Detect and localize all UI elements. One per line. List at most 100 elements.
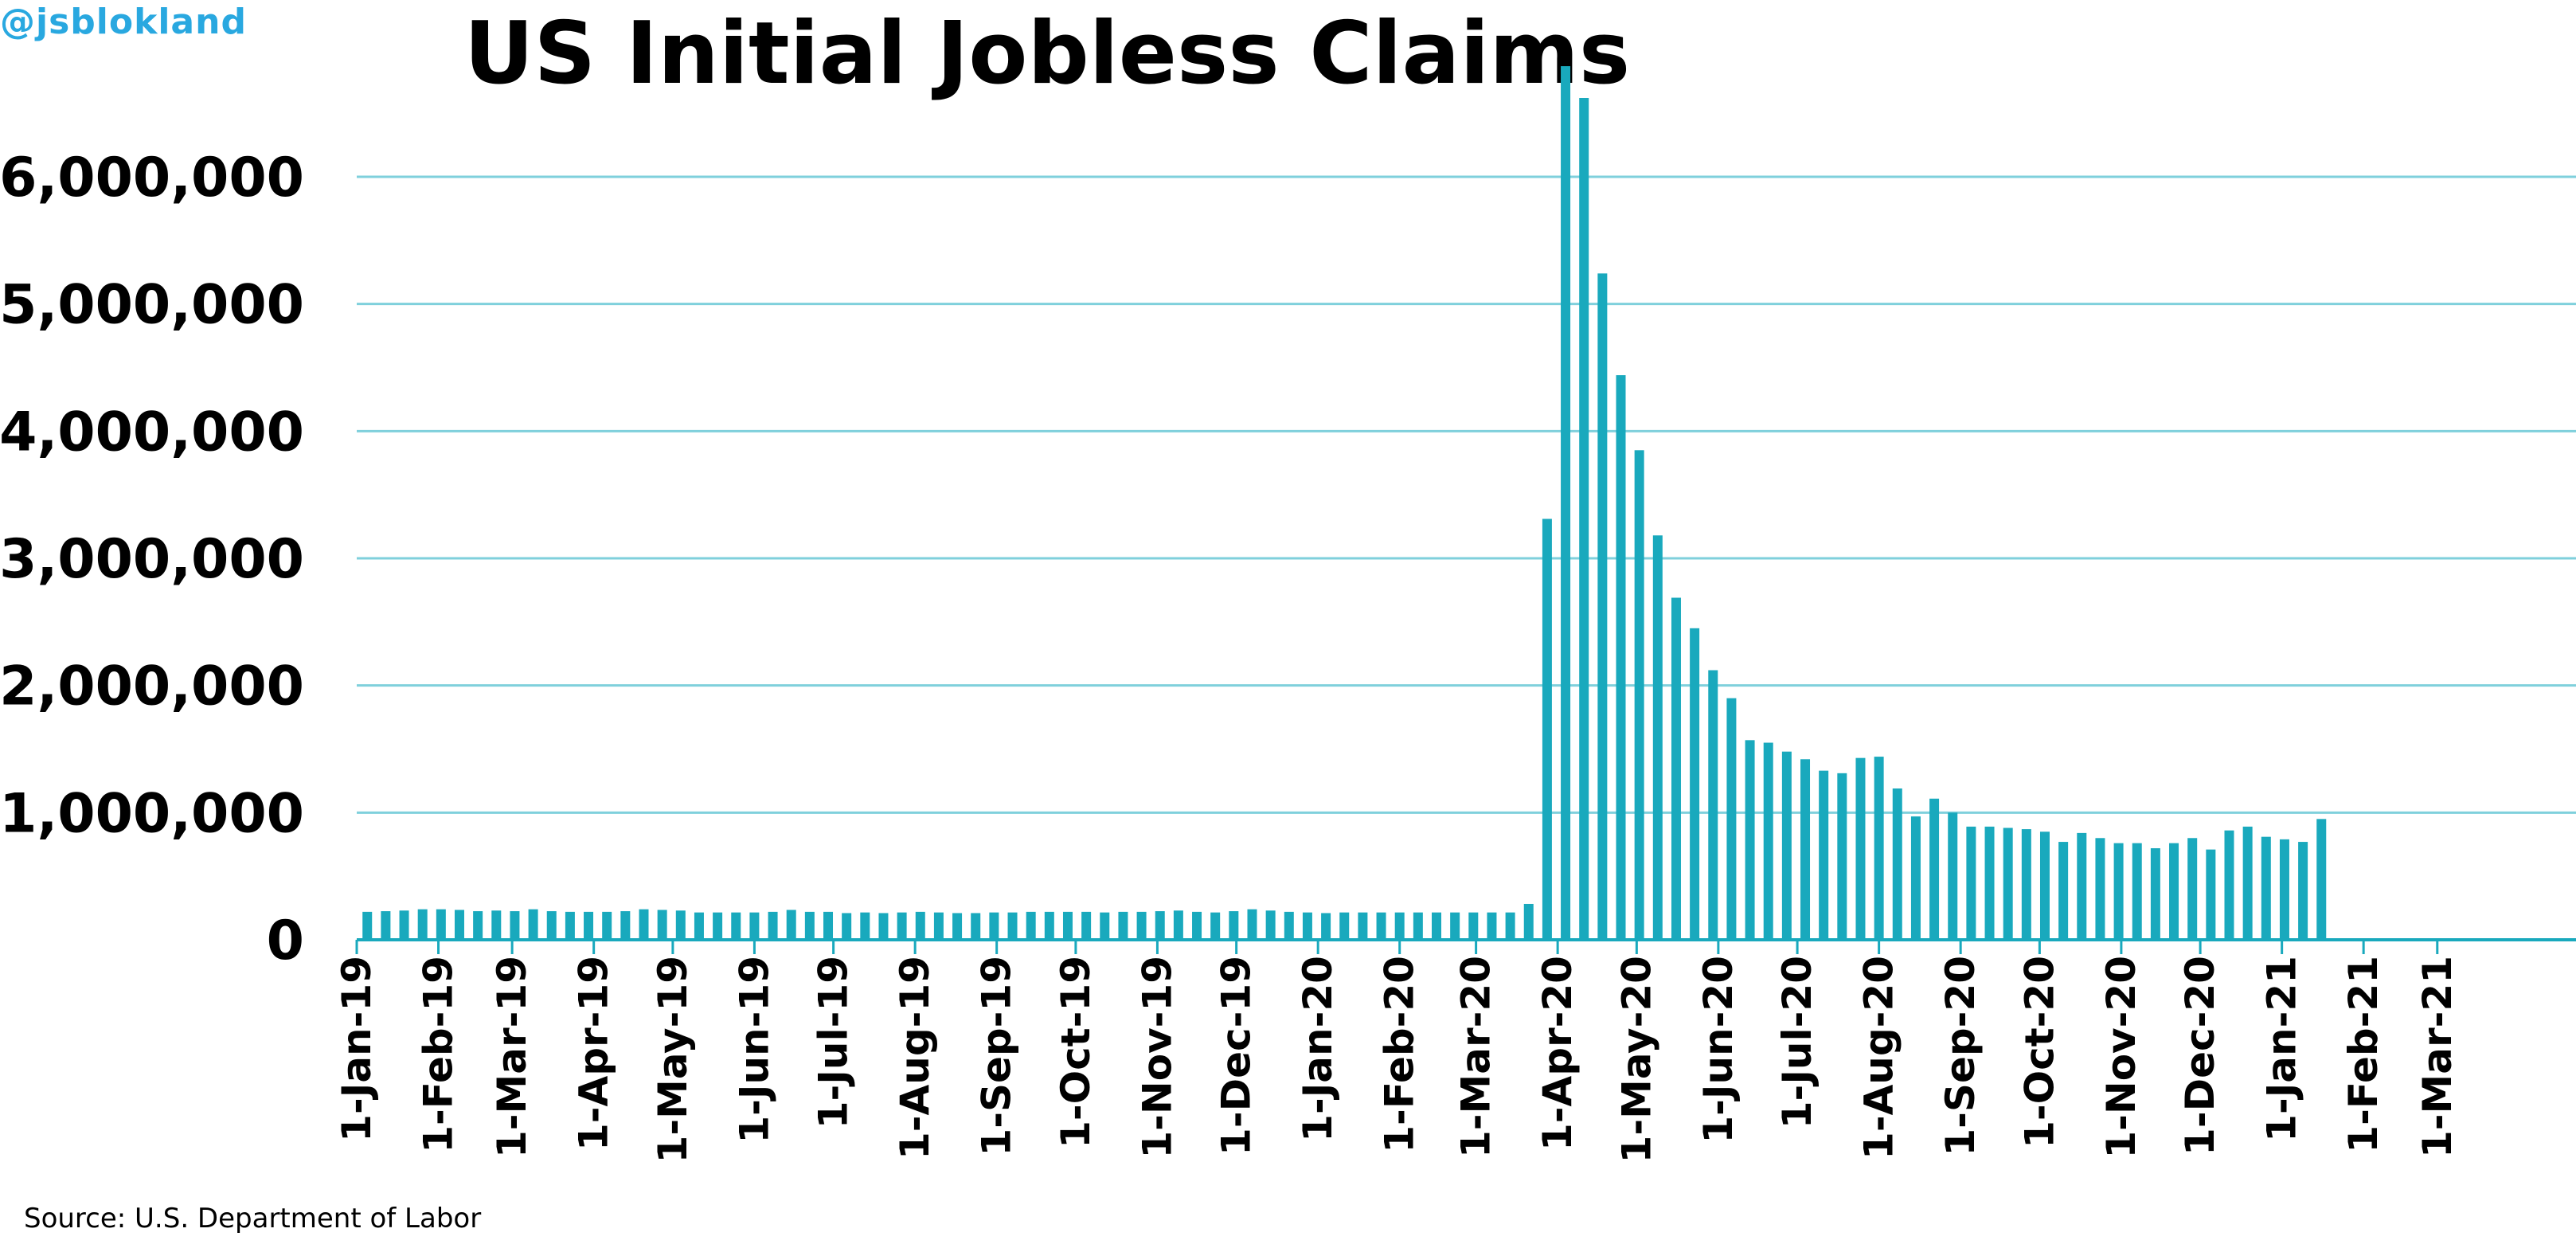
bar — [1819, 770, 1829, 940]
bar — [1837, 773, 1847, 940]
bar — [1781, 751, 1792, 940]
chart-title: US Initial Jobless Claims — [463, 4, 1631, 104]
bar — [1579, 98, 1589, 940]
bar — [1966, 826, 1976, 940]
x-tick-label: 1-Nov-20 — [2098, 956, 2144, 1159]
x-tick-label: 1-Dec-19 — [1214, 956, 1260, 1156]
bar — [1210, 912, 1221, 940]
bar — [1376, 912, 1386, 940]
bar — [602, 911, 612, 940]
bar — [1284, 911, 1294, 940]
bar — [417, 909, 428, 940]
x-tick-label: 1-Jan-20 — [1295, 956, 1341, 1142]
bar — [768, 911, 778, 940]
y-tick-label: 1,000,000 — [0, 782, 304, 845]
bar — [584, 911, 594, 940]
bar — [639, 909, 649, 940]
x-tick-label: 1-Apr-20 — [1534, 956, 1581, 1151]
x-tick-label: 1-Aug-19 — [892, 956, 938, 1160]
bar — [1671, 597, 1681, 940]
bar — [1339, 912, 1350, 940]
bar — [1487, 912, 1497, 940]
x-tick-label: 1-Sep-20 — [1937, 956, 1984, 1156]
x-tick-label: 1-Jan-19 — [334, 956, 380, 1142]
bar — [804, 911, 815, 940]
bar — [1505, 912, 1515, 940]
bar — [1634, 450, 1644, 940]
bar — [2261, 836, 2271, 940]
x-tick-label: 1-Mar-19 — [489, 956, 535, 1158]
bar — [1081, 911, 1092, 940]
bar — [1948, 812, 1958, 940]
bar — [362, 911, 373, 940]
bar — [1007, 912, 1018, 940]
x-tick-label: 1-Mar-21 — [2414, 956, 2461, 1158]
bar — [657, 910, 667, 940]
bar — [1044, 911, 1054, 940]
bar — [1616, 375, 1626, 941]
x-tick-label: 1-Jan-21 — [2259, 956, 2305, 1142]
bar — [1432, 912, 1441, 940]
bar — [2150, 848, 2160, 940]
bar — [694, 912, 704, 940]
bar — [2298, 842, 2308, 940]
y-tick-label: 3,000,000 — [0, 528, 304, 591]
bar — [842, 913, 852, 940]
bar — [1413, 912, 1423, 940]
x-axis — [355, 938, 2576, 954]
bar — [952, 913, 963, 940]
x-tick-label: 1-Jul-20 — [1774, 956, 1820, 1129]
y-tick-label: 6,000,000 — [0, 147, 304, 209]
x-tick-label: 1-Jul-19 — [811, 956, 857, 1129]
y-tick-label: 4,000,000 — [0, 401, 304, 464]
bar — [1192, 911, 1202, 940]
bar — [2316, 819, 2327, 940]
x-tick-label: 1-May-19 — [650, 956, 696, 1163]
bar — [675, 910, 686, 940]
bar — [897, 912, 907, 940]
bar — [528, 909, 538, 940]
bar — [989, 912, 999, 940]
bar — [1892, 788, 1902, 940]
x-tick-label: 1-Aug-20 — [1856, 956, 1902, 1160]
x-axis-tick-labels: 1-Jan-19 1-Feb-19 1-Mar-19 1-Apr-19 1-May-19… — [334, 956, 2461, 1163]
bar — [1800, 759, 1811, 940]
bar — [1561, 66, 1571, 941]
bar — [1062, 911, 1073, 940]
bar — [878, 913, 889, 940]
bar — [1984, 826, 1995, 940]
bar — [1763, 742, 1773, 940]
bar — [1726, 698, 1737, 940]
watermark-handle: @jsblokland — [0, 2, 247, 42]
x-tick-label: 1-Mar-20 — [1453, 956, 1499, 1158]
bar — [1929, 798, 1940, 940]
x-tick-label: 1-Feb-21 — [2340, 956, 2386, 1153]
bar — [1265, 910, 1276, 940]
x-tick-label: 1-Feb-20 — [1377, 956, 1423, 1153]
bar — [1136, 911, 1147, 940]
bar — [491, 910, 502, 940]
bar — [1745, 740, 1755, 940]
y-axis-tick-labels: 0 1,000,000 2,000,000 3,000,000 4,000,000 5,0… — [0, 147, 304, 972]
x-tick-label: 1-Apr-19 — [571, 956, 617, 1151]
bar — [1229, 911, 1239, 940]
bar — [1910, 816, 1921, 940]
bar — [546, 911, 557, 940]
bar — [2169, 843, 2179, 940]
bar — [2077, 832, 2087, 940]
gridlines — [357, 175, 2576, 814]
bar — [1358, 912, 1368, 940]
bar — [971, 913, 981, 940]
bar — [2132, 843, 2142, 940]
bar — [1100, 912, 1110, 940]
bar — [565, 911, 575, 940]
bar — [399, 910, 409, 940]
bar — [731, 912, 741, 940]
x-tick-label: 1-Jun-19 — [731, 956, 777, 1144]
bar — [1450, 912, 1460, 940]
bar — [1155, 911, 1165, 940]
bar — [2242, 826, 2253, 940]
source-note: Source: U.S. Department of Labor — [24, 1203, 482, 1234]
bar — [1523, 903, 1534, 940]
bar — [2279, 839, 2289, 940]
